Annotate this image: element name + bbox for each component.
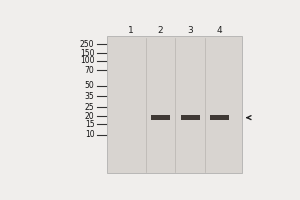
Text: 250: 250 (80, 40, 94, 49)
Text: 10: 10 (85, 130, 94, 139)
Text: 3: 3 (187, 26, 193, 35)
Text: 70: 70 (85, 66, 94, 75)
Bar (151, 115, 170, 120)
Bar (210, 115, 229, 120)
Text: 1: 1 (128, 26, 134, 35)
Text: 35: 35 (85, 92, 94, 101)
Bar (181, 115, 200, 120)
Text: 50: 50 (85, 81, 94, 90)
Text: 150: 150 (80, 49, 94, 58)
Text: 100: 100 (80, 56, 94, 65)
Text: 15: 15 (85, 120, 94, 129)
Text: 4: 4 (217, 26, 223, 35)
Bar (107, 36, 242, 173)
Text: 2: 2 (158, 26, 163, 35)
Text: 20: 20 (85, 112, 94, 121)
Text: 25: 25 (85, 103, 94, 112)
